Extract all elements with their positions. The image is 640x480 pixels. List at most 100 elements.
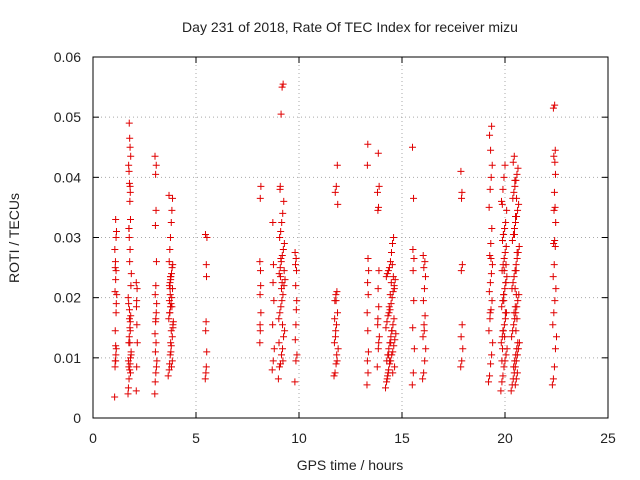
data-point [552, 218, 560, 226]
data-point [278, 83, 286, 91]
data-point [332, 182, 340, 190]
data-point [511, 176, 519, 184]
data-point [383, 375, 391, 383]
data-point [500, 255, 508, 263]
data-point [387, 339, 395, 347]
data-point [385, 264, 393, 272]
data-point [168, 264, 176, 272]
data-point [498, 378, 506, 386]
data-point [276, 273, 284, 281]
data-point [499, 185, 507, 193]
data-point [112, 345, 120, 353]
data-point [502, 243, 510, 251]
data-point [152, 309, 160, 317]
data-point [126, 246, 134, 254]
data-point [291, 336, 299, 344]
data-point [256, 321, 264, 329]
data-point [389, 369, 397, 377]
data-point [364, 140, 372, 148]
data-point [364, 348, 372, 356]
data-point [548, 381, 556, 389]
data-point [165, 297, 173, 305]
data-point [501, 333, 509, 341]
data-point [391, 276, 399, 284]
data-point [420, 285, 428, 293]
data-point [507, 387, 515, 395]
data-point [167, 339, 175, 347]
data-point [511, 357, 519, 365]
data-point [132, 387, 140, 395]
data-point [168, 303, 176, 311]
data-point [333, 357, 341, 365]
data-point [125, 167, 133, 175]
data-points [111, 80, 560, 401]
data-point [113, 291, 121, 299]
data-point [512, 218, 520, 226]
data-point [409, 267, 417, 275]
data-point [169, 321, 177, 329]
data-point [410, 194, 418, 202]
data-point [268, 366, 276, 374]
data-point [497, 197, 505, 205]
data-point [332, 291, 340, 299]
data-point [126, 258, 134, 266]
data-point [551, 203, 559, 211]
data-point [486, 372, 494, 380]
data-point [256, 339, 264, 347]
data-point [510, 321, 518, 329]
data-point [279, 246, 287, 254]
data-point [502, 261, 510, 269]
data-point [364, 255, 372, 263]
data-point [334, 345, 342, 353]
data-point [279, 291, 287, 299]
x-tick-label: 15 [394, 430, 410, 446]
data-point [500, 321, 508, 329]
data-point [167, 363, 175, 371]
data-point [390, 285, 398, 293]
data-point [419, 375, 427, 383]
data-point [485, 203, 493, 211]
data-point [278, 297, 286, 305]
data-point [279, 80, 287, 88]
data-point [166, 351, 174, 359]
data-point [202, 369, 210, 377]
data-point [201, 230, 209, 238]
data-point [553, 333, 560, 341]
data-point [486, 131, 494, 139]
data-point [153, 357, 161, 365]
y-tick-label: 0.02 [54, 290, 81, 306]
data-point [168, 206, 176, 214]
data-point [165, 282, 173, 290]
data-point [269, 357, 277, 365]
data-point [410, 255, 418, 263]
data-point [127, 282, 135, 290]
y-tick-label: 0.03 [54, 230, 81, 246]
data-point [269, 261, 277, 269]
data-point [409, 324, 417, 332]
data-point [111, 246, 119, 254]
data-point [513, 249, 521, 257]
data-point [409, 143, 417, 151]
data-point [165, 191, 173, 199]
data-point [152, 206, 160, 214]
data-point [513, 369, 521, 377]
data-point [152, 170, 160, 178]
data-point [363, 309, 371, 317]
data-point [127, 270, 135, 278]
data-point [419, 297, 427, 305]
data-point [499, 237, 507, 245]
y-tick-label: 0.05 [54, 109, 81, 125]
data-point [385, 303, 393, 311]
data-point [550, 152, 558, 160]
data-point [383, 270, 391, 278]
data-point [274, 375, 282, 383]
data-point [133, 285, 141, 293]
data-point [375, 267, 383, 275]
data-point [409, 369, 417, 377]
data-point [501, 161, 509, 169]
data-point [202, 327, 210, 335]
data-point [410, 345, 418, 353]
data-point [124, 294, 132, 302]
data-point [125, 161, 133, 169]
data-point [152, 315, 160, 323]
